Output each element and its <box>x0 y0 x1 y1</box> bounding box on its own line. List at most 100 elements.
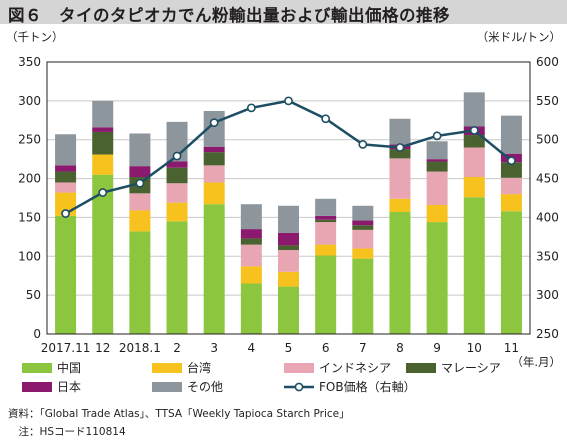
legend-label: 台湾 <box>187 360 211 375</box>
bar-segment <box>240 283 262 334</box>
bar-segment <box>240 204 262 230</box>
bar-segment <box>315 244 337 256</box>
bar-segment <box>500 177 522 195</box>
bar-segment <box>129 231 151 334</box>
legend-label: FOB価格（右軸） <box>319 379 416 394</box>
y-left-tick-label: 350 <box>18 55 41 69</box>
bar-segment <box>389 198 411 212</box>
legend-label: 日本 <box>57 380 81 394</box>
bar-segment <box>203 182 225 205</box>
fob-price-point <box>321 114 331 124</box>
x-axis-suffix: （年.月） <box>511 355 561 369</box>
bar-segment <box>203 165 225 183</box>
x-tick-label: 9 <box>433 341 441 355</box>
bar-segment <box>315 255 337 334</box>
bar-segment <box>463 177 485 198</box>
fob-price-point <box>98 188 108 197</box>
bar-segment <box>315 219 337 223</box>
bar-segment <box>203 204 225 334</box>
bar-segment <box>92 174 114 334</box>
fob-price-point <box>61 209 70 218</box>
y-right-tick-label: 500 <box>536 133 559 147</box>
bar-segment <box>55 215 77 334</box>
bar-segment <box>55 134 77 166</box>
note-footnote: 注：HSコード110814 <box>8 426 126 438</box>
legend-swatch <box>22 363 52 373</box>
x-tick-label: 2017.11 <box>41 341 91 355</box>
bar-segment <box>463 92 485 127</box>
legend-swatch <box>406 363 436 373</box>
y-left-tick-label: 100 <box>18 249 41 263</box>
fob-price-point <box>209 118 219 128</box>
bar-segment <box>389 158 411 199</box>
y-right-tick-label: 250 <box>536 327 559 341</box>
bar-segment <box>240 238 262 245</box>
x-tick-label: 3 <box>210 341 218 355</box>
bar-segment <box>129 210 151 232</box>
legend-swatch <box>284 363 314 373</box>
bar-segment <box>166 161 188 168</box>
bar-segment <box>426 159 448 162</box>
y-right-tick-label: 350 <box>536 249 559 263</box>
bar-segment <box>278 250 299 272</box>
chart: 0 50 100 150 200 250 300 350 250 300 350 400 450 500 5… <box>6 30 561 394</box>
x-tick-label: 2 <box>173 341 181 355</box>
y-left-tick-label: 300 <box>18 94 41 108</box>
y-right-tick-label: 400 <box>536 210 559 224</box>
bar-segment <box>55 182 77 193</box>
bar-segment <box>500 162 522 178</box>
y-right-tick-label: 450 <box>536 172 559 186</box>
bar-segment <box>426 204 448 223</box>
y-left-axis-label: （千トン） <box>6 30 64 44</box>
bar-segment <box>166 167 188 184</box>
x-tick-label: 4 <box>248 341 256 355</box>
legend-label: マレーシア <box>441 361 501 375</box>
x-tick-label: 8 <box>396 341 404 355</box>
bar-segment <box>352 229 374 249</box>
bar-segment <box>240 266 262 284</box>
bar-segment <box>278 286 299 334</box>
bar-segment <box>426 171 448 205</box>
bar-segment <box>203 152 225 166</box>
legend-swatch <box>152 382 182 392</box>
bar-segment <box>278 205 299 233</box>
legend-label: 中国 <box>57 360 81 375</box>
chart-title: 図６ タイのタピオカでん粉輸出量および輸出価格の推移 <box>8 6 450 25</box>
bar-segment <box>426 222 448 334</box>
bar-segment <box>500 211 522 334</box>
bar-segment <box>278 232 299 246</box>
bar-segment <box>463 135 485 148</box>
bar-segment <box>240 244 262 267</box>
bar-segment <box>240 229 262 239</box>
bar-segment <box>315 198 337 216</box>
bar-segment <box>352 220 374 226</box>
bar-segment <box>389 211 411 334</box>
plot-frame <box>46 61 531 335</box>
y-left-tick-label: 0 <box>33 327 41 341</box>
fob-price-point <box>395 143 405 152</box>
legend-line-marker <box>294 382 304 392</box>
bar-segment <box>92 154 114 175</box>
y-right-tick-label: 550 <box>536 94 559 108</box>
bar-segment <box>500 115 522 154</box>
x-tick-label: 11 <box>504 341 519 355</box>
fob-price-point <box>246 103 256 113</box>
x-tick-label: 12 <box>95 341 110 355</box>
x-tick-label: 7 <box>359 341 367 355</box>
bar-segment <box>352 258 374 334</box>
bar-segment <box>426 161 448 172</box>
bar-segment <box>500 194 522 212</box>
bar-segment <box>55 165 77 172</box>
fob-price-point <box>135 178 145 188</box>
legend-swatch <box>22 382 52 392</box>
bar-segment <box>278 271 299 287</box>
bar-segment <box>129 166 151 178</box>
bar-segment <box>315 222 337 245</box>
bar-segment <box>55 171 77 183</box>
bar-segment <box>166 202 188 222</box>
x-tick-label: 6 <box>322 341 330 355</box>
bar-segment <box>203 146 225 153</box>
bar-segment <box>129 133 151 167</box>
fob-price-point <box>284 96 293 106</box>
bar-segment <box>463 197 485 334</box>
